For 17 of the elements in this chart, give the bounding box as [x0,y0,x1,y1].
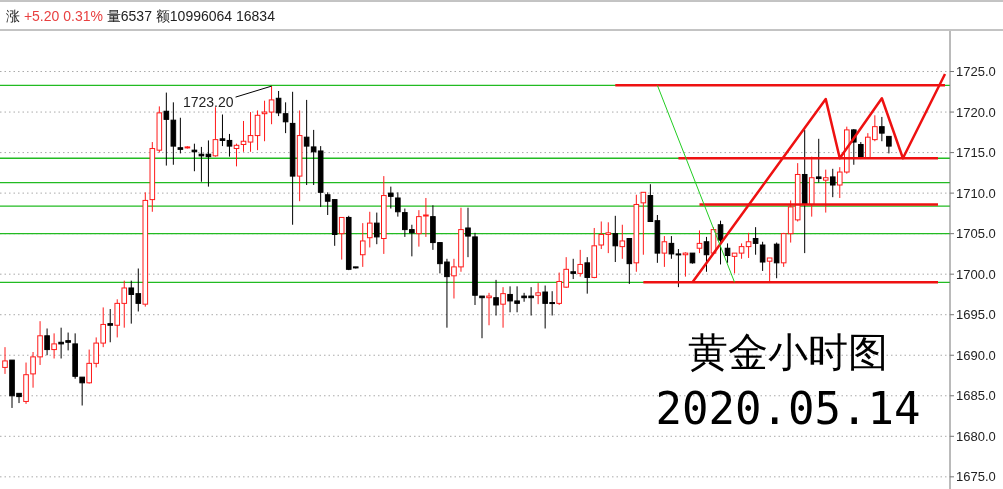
text: 量6537 额10996064 16834 [102,8,276,24]
annotation: 1723.20 [182,94,234,111]
y-tick-label: 1690.0 [956,347,996,363]
y-tick-label: 1685.0 [956,388,996,404]
text: 黄金小时图 [688,329,888,375]
y-tick-label: 1720.0 [956,104,996,120]
y-tick-label: 1710.0 [956,185,996,201]
y-tick-label: 1725.0 [956,64,996,80]
text: 涨 [6,8,20,24]
y-tick-label: 1715.0 [956,145,996,161]
y-tick-label: 1705.0 [956,226,996,242]
text: 2020.05.14 [655,383,921,434]
y-tick-label: 1680.0 [956,428,996,444]
y-tick-label: 1695.0 [956,307,996,323]
text: +5.20 0.31% [20,8,103,24]
y-tick-label: 1675.0 [956,469,996,485]
y-tick-label: 1700.0 [956,266,996,282]
